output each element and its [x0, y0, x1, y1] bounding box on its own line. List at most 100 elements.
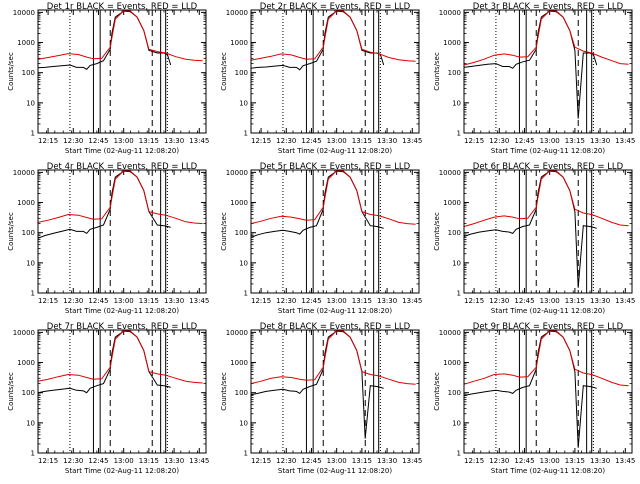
y-tick-label: 10000: [226, 9, 248, 17]
x-axis-label: Start Time (02-Aug-11 12:08:20): [278, 307, 392, 315]
x-tick-label: 12:45: [301, 457, 321, 465]
plot-title: Det 4r BLACK = Events, RED = LLD: [47, 162, 198, 172]
y-tick-label: 1: [31, 130, 35, 138]
plot-title: Det 7r BLACK = Events, RED = LLD: [47, 322, 198, 332]
events-rate-line: [37, 330, 171, 394]
y-tick-label: 100: [22, 229, 35, 237]
x-tick-label: 13:15: [352, 137, 372, 145]
y-axis-label: Counts/sec: [7, 372, 15, 411]
x-tick-label: 13:00: [114, 137, 134, 145]
x-tick-label: 12:15: [464, 457, 484, 465]
y-tick-label: 10: [452, 99, 461, 107]
x-tick-label: 13:30: [590, 457, 610, 465]
plot-panel-2: Det 2r BLACK = Events, RED = LLD Counts/s…: [220, 2, 422, 155]
plot-title: Det 8r BLACK = Events, RED = LLD: [260, 322, 411, 332]
y-tick-label: 10: [26, 259, 35, 267]
y-tick-label: 1000: [443, 39, 461, 47]
x-tick-label: 12:15: [464, 137, 484, 145]
x-tick-label: 13:15: [139, 297, 159, 305]
y-tick-label: 10: [239, 99, 248, 107]
x-tick-label: 13:45: [189, 457, 209, 465]
lld-rate-line: [37, 170, 203, 225]
x-tick-label: 13:15: [352, 297, 372, 305]
y-tick-label: 10000: [13, 9, 35, 17]
events-rate-line: [250, 170, 384, 238]
y-axis-label: Counts/sec: [220, 212, 228, 251]
y-tick-label: 1: [31, 290, 35, 298]
x-tick-label: 13:45: [402, 457, 422, 465]
plot-panel-4: Det 4r BLACK = Events, RED = LLD Counts/s…: [7, 162, 209, 315]
x-tick-label: 13:45: [189, 137, 209, 145]
lld-rate-line: [250, 330, 416, 385]
y-tick-label: 10000: [439, 9, 461, 17]
x-tick-label: 12:15: [251, 137, 271, 145]
y-tick-label: 10: [452, 259, 461, 267]
x-tick-label: 12:45: [514, 457, 534, 465]
y-tick-label: 10: [26, 99, 35, 107]
y-tick-label: 1000: [443, 199, 461, 207]
x-axis-label: Start Time (02-Aug-11 12:08:20): [278, 467, 392, 475]
x-tick-label: 13:00: [327, 457, 347, 465]
lld-rate-line: [463, 170, 629, 227]
y-tick-label: 100: [448, 69, 461, 77]
x-tick-label: 12:15: [251, 297, 271, 305]
x-tick-label: 13:30: [590, 137, 610, 145]
y-tick-label: 1000: [17, 199, 35, 207]
y-tick-label: 1: [244, 290, 248, 298]
lld-rate-line: [37, 330, 203, 384]
x-tick-label: 12:45: [514, 137, 534, 145]
y-axis-label: Counts/sec: [433, 372, 441, 411]
lld-rate-line: [250, 170, 416, 225]
plot-panel-7: Det 7r BLACK = Events, RED = LLD Counts/s…: [7, 322, 209, 475]
events-rate-line: [250, 330, 384, 439]
x-tick-label: 12:15: [464, 297, 484, 305]
y-tick-label: 1000: [17, 39, 35, 47]
x-tick-label: 13:45: [615, 137, 635, 145]
y-tick-label: 10000: [13, 169, 35, 177]
y-tick-label: 10: [26, 419, 35, 427]
x-tick-label: 13:00: [540, 457, 560, 465]
lld-rate-line: [250, 10, 416, 62]
plot-panel-6: Det 6r BLACK = Events, RED = LLD Counts/s…: [433, 162, 635, 315]
x-tick-label: 13:15: [565, 137, 585, 145]
y-tick-label: 1000: [230, 359, 248, 367]
y-tick-label: 100: [235, 229, 248, 237]
x-axis-label: Start Time (02-Aug-11 12:08:20): [65, 307, 179, 315]
y-tick-label: 10000: [439, 169, 461, 177]
x-tick-label: 13:00: [114, 457, 134, 465]
x-axis-label: Start Time (02-Aug-11 12:08:20): [491, 307, 605, 315]
plot-panel-1: Det 1r BLACK = Events, RED = LLD Counts/s…: [7, 2, 209, 155]
y-tick-label: 10: [239, 259, 248, 267]
plot-panel-8: Det 8r BLACK = Events, RED = LLD Counts/s…: [220, 322, 422, 475]
y-tick-label: 1: [457, 450, 461, 458]
plot-title: Det 5r BLACK = Events, RED = LLD: [260, 162, 411, 172]
y-tick-label: 10000: [226, 169, 248, 177]
x-tick-label: 12:45: [301, 137, 321, 145]
x-tick-label: 12:45: [88, 297, 108, 305]
plot-frame: [250, 329, 420, 454]
x-tick-label: 12:15: [38, 457, 58, 465]
x-tick-label: 13:15: [352, 457, 372, 465]
plot-panel-9: Det 9r BLACK = Events, RED = LLD Counts/s…: [433, 322, 635, 475]
plot-frame: [463, 9, 633, 134]
x-tick-label: 13:00: [327, 137, 347, 145]
plot-panel-3: Det 3r BLACK = Events, RED = LLD Counts/s…: [433, 2, 635, 155]
y-tick-label: 1: [244, 130, 248, 138]
events-rate-line: [463, 330, 597, 448]
y-tick-label: 100: [22, 69, 35, 77]
x-tick-label: 13:45: [615, 457, 635, 465]
x-tick-label: 12:30: [276, 297, 296, 305]
x-axis-label: Start Time (02-Aug-11 12:08:20): [65, 467, 179, 475]
plot-frame: [250, 169, 420, 294]
x-tick-label: 13:45: [615, 297, 635, 305]
plot-title: Det 3r BLACK = Events, RED = LLD: [473, 2, 624, 12]
x-tick-label: 13:15: [565, 457, 585, 465]
y-tick-label: 10000: [439, 329, 461, 337]
x-tick-label: 12:15: [251, 457, 271, 465]
y-tick-label: 100: [235, 389, 248, 397]
plot-frame: [37, 329, 207, 454]
plot-title: Det 9r BLACK = Events, RED = LLD: [473, 322, 624, 332]
y-tick-label: 10: [452, 419, 461, 427]
x-axis-label: Start Time (02-Aug-11 12:08:20): [491, 467, 605, 475]
